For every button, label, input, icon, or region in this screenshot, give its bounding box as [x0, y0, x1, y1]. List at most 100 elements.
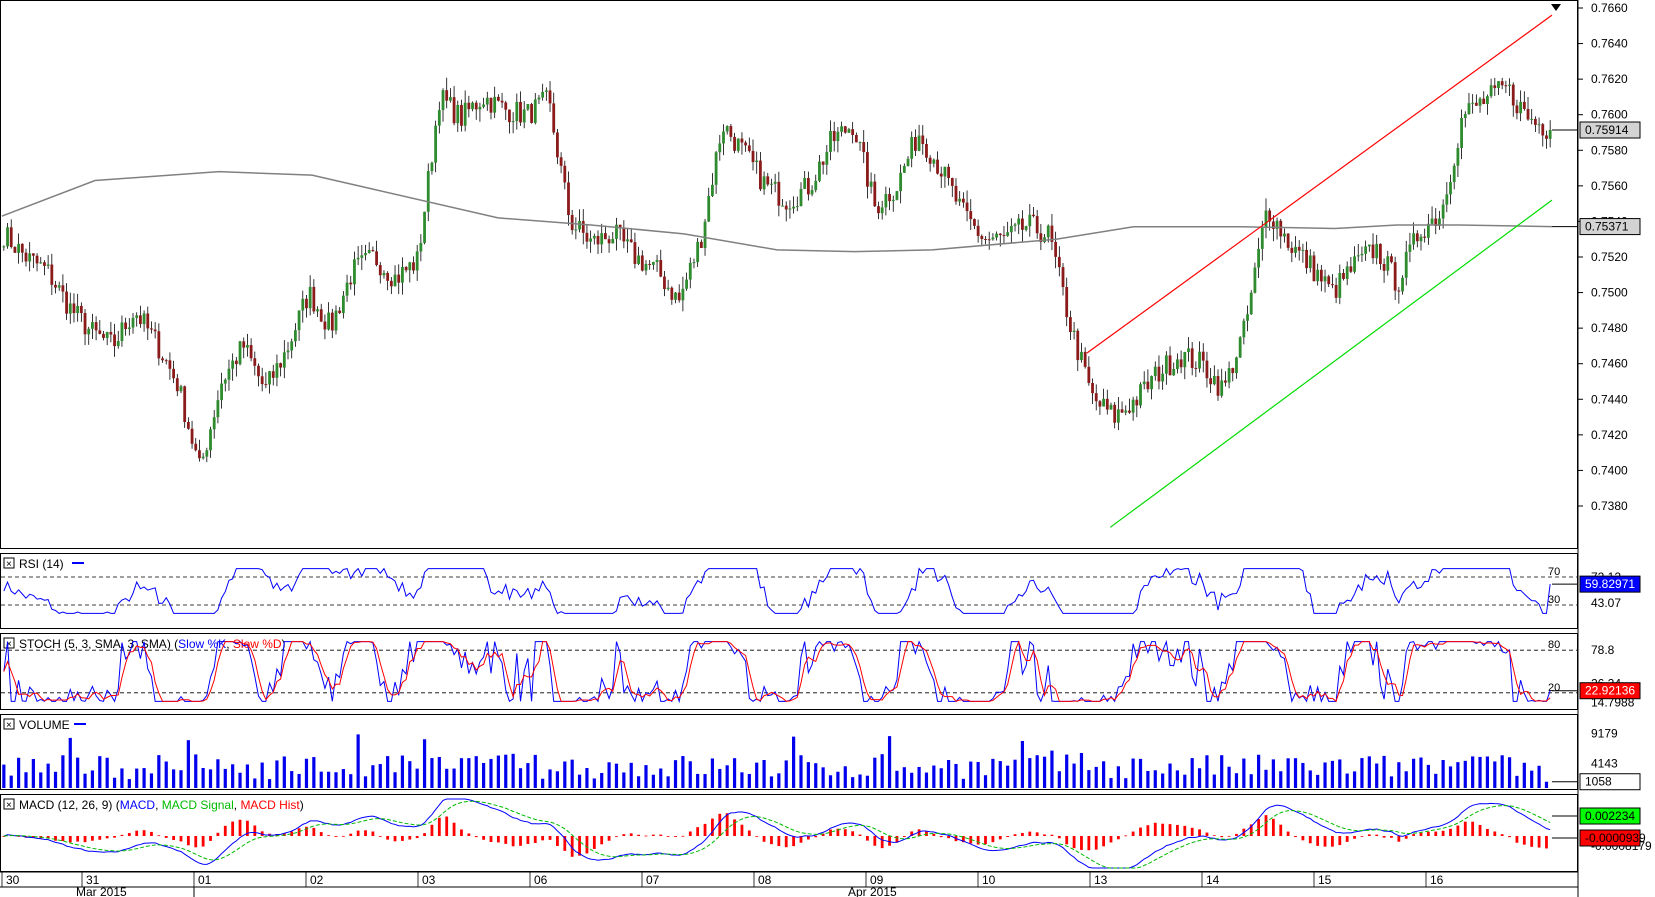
macd-hist-bar	[910, 831, 914, 836]
candle-body	[109, 332, 113, 335]
price-tick-label: 0.7580	[1591, 143, 1628, 157]
macd-hist-bar	[496, 836, 500, 843]
volume-bar	[1419, 757, 1423, 788]
candle-body	[703, 221, 707, 248]
candle-body	[168, 360, 172, 369]
candle-body	[220, 383, 223, 401]
macd-hist-bar	[895, 836, 899, 843]
candle-body	[1139, 384, 1142, 406]
candle-body	[939, 173, 943, 177]
candle-body	[788, 208, 792, 210]
volume-bar	[1042, 756, 1047, 788]
volume-bar	[61, 755, 65, 788]
volume-bar	[1323, 762, 1327, 788]
candle-body	[485, 97, 489, 105]
candle-body	[1308, 255, 1312, 269]
volume-tick-label: 4143	[1591, 756, 1618, 770]
macd-hist-bar	[1537, 836, 1541, 848]
volume-bar	[194, 754, 198, 788]
price-tick-label: 0.7380	[1591, 499, 1628, 513]
volume-bar	[231, 764, 235, 788]
candle-body	[238, 341, 242, 365]
volume-bar	[1500, 755, 1504, 788]
volume-bar	[614, 763, 619, 788]
macd-close-box-icon[interactable]	[3, 798, 15, 810]
volume-bar	[1293, 758, 1298, 788]
macd-hist-bar	[1094, 836, 1098, 850]
candle-body	[1142, 381, 1146, 385]
macd-hist-bar	[445, 816, 449, 836]
candle-body	[626, 239, 629, 242]
macd-hist-bar	[1212, 835, 1216, 837]
candle-body	[1157, 366, 1161, 382]
candle-body	[94, 322, 98, 331]
candle-body	[984, 238, 987, 240]
candle-body	[1009, 225, 1013, 233]
volume-bar	[496, 755, 500, 788]
scroll-marker-icon[interactable]	[1551, 4, 1561, 11]
volume-bar	[954, 763, 958, 788]
candle-body	[1087, 366, 1091, 384]
candle-body	[305, 298, 308, 309]
macd-hist-bar	[1397, 836, 1401, 842]
candle-body	[1183, 352, 1187, 368]
candle-body	[1201, 351, 1205, 361]
day-label: 15	[1318, 873, 1332, 887]
stoch-close-box-icon[interactable]	[3, 637, 15, 649]
candle-body	[1449, 182, 1452, 195]
macd-hist-bar	[1508, 836, 1511, 838]
volume-bar	[157, 755, 161, 788]
macd-hist-bar	[1294, 836, 1297, 838]
macd-hist-bar	[526, 836, 530, 844]
candle-body	[412, 262, 415, 271]
candle-body	[659, 260, 663, 277]
candle-body	[35, 255, 39, 264]
macd-hist-bar	[711, 818, 714, 836]
candle-body	[268, 371, 271, 385]
candle-body	[973, 219, 976, 226]
candle-body	[884, 193, 888, 208]
macd-hist-bar	[1486, 828, 1489, 836]
macd-hist-bar	[1331, 836, 1334, 847]
candle-body	[460, 104, 463, 126]
volume-bar	[947, 760, 951, 788]
candle-body	[1323, 276, 1327, 282]
macd-hist-bar	[489, 836, 493, 842]
candle-body	[818, 161, 821, 181]
volume-bar	[46, 763, 50, 788]
candle-body	[393, 274, 397, 287]
candle-body	[1024, 226, 1028, 230]
volume-close-box-icon[interactable]	[3, 718, 15, 730]
candle-body	[677, 292, 681, 301]
macd-hist-bar	[1028, 831, 1032, 836]
candle-body	[1172, 369, 1176, 376]
stoch-level-label: 80	[1548, 639, 1560, 651]
candle-body	[1423, 236, 1427, 238]
day-label: 09	[870, 873, 884, 887]
macd-hist-bar	[1109, 836, 1113, 843]
candle-body	[1467, 103, 1471, 115]
volume-bar	[998, 761, 1002, 788]
candle-body	[792, 206, 796, 209]
candle-body	[426, 171, 430, 212]
volume-bar	[637, 776, 641, 788]
volume-bar	[600, 772, 604, 788]
volume-bar	[17, 757, 21, 788]
macd-hist-bar	[1205, 832, 1209, 836]
upper-channel-line[interactable]	[1086, 14, 1553, 354]
candle-body	[478, 106, 482, 110]
rsi-close-box-icon[interactable]	[3, 557, 15, 569]
volume-bar	[422, 739, 427, 788]
volume-bar	[910, 772, 914, 788]
lower-channel-line[interactable]	[1109, 199, 1553, 528]
volume-bar	[961, 778, 965, 788]
macd-hist-bar	[61, 836, 65, 842]
price-tick-label: 0.7520	[1591, 250, 1628, 264]
candle-body	[50, 264, 54, 285]
candle-body	[260, 376, 264, 385]
macd-hist-bar	[917, 829, 921, 836]
candle-body	[1497, 81, 1500, 89]
candle-body	[1356, 255, 1360, 257]
candle-body	[814, 180, 818, 191]
candle-body	[1434, 218, 1438, 226]
